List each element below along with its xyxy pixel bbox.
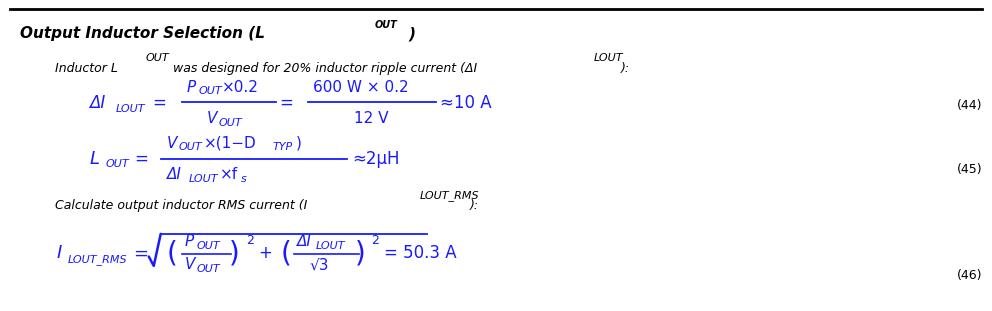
Text: ):: ): xyxy=(621,62,630,75)
Text: ΔI: ΔI xyxy=(297,234,311,248)
Text: (46): (46) xyxy=(957,269,983,282)
Text: P: P xyxy=(185,234,193,248)
Text: LOUT: LOUT xyxy=(188,174,218,184)
Text: 2: 2 xyxy=(371,234,379,247)
Text: OUT: OUT xyxy=(196,241,220,251)
Text: =: = xyxy=(279,94,293,112)
Text: OUT: OUT xyxy=(179,142,202,152)
Text: ): ) xyxy=(229,239,240,267)
Text: V: V xyxy=(206,111,216,126)
Text: ΔI: ΔI xyxy=(167,167,182,182)
Text: TYP: TYP xyxy=(273,142,293,152)
Text: +: + xyxy=(258,244,272,262)
Text: LOUT: LOUT xyxy=(593,53,623,63)
Text: =: = xyxy=(133,244,148,262)
Text: 2: 2 xyxy=(246,234,254,247)
Text: L: L xyxy=(89,150,99,168)
Text: =: = xyxy=(134,150,148,168)
Text: Output Inductor Selection (L: Output Inductor Selection (L xyxy=(20,26,265,41)
Text: Calculate output inductor RMS current (I: Calculate output inductor RMS current (I xyxy=(55,199,307,212)
Text: OUT: OUT xyxy=(196,264,220,274)
Text: 600 W × 0.2: 600 W × 0.2 xyxy=(313,80,409,95)
Text: LOUT: LOUT xyxy=(315,241,345,251)
Text: P: P xyxy=(186,80,195,95)
Text: (: ( xyxy=(281,239,292,267)
Text: ): ) xyxy=(409,26,416,41)
Text: OUT: OUT xyxy=(146,53,170,63)
Text: ): ) xyxy=(355,239,366,267)
Text: OUT: OUT xyxy=(375,20,398,30)
Text: ΔI: ΔI xyxy=(89,94,105,112)
Text: LOUT_RMS: LOUT_RMS xyxy=(420,190,479,201)
Text: V: V xyxy=(167,136,177,151)
Text: (: ( xyxy=(167,239,178,267)
Text: I: I xyxy=(57,244,62,262)
Text: was designed for 20% inductor ripple current (ΔI: was designed for 20% inductor ripple cur… xyxy=(169,62,477,75)
Text: V: V xyxy=(185,258,194,272)
Text: =: = xyxy=(152,94,166,112)
Text: ×(1−D: ×(1−D xyxy=(204,136,257,151)
Text: 12 V: 12 V xyxy=(354,111,389,126)
Text: (45): (45) xyxy=(957,163,983,176)
Text: = 50.3 A: = 50.3 A xyxy=(384,244,456,262)
Text: OUT: OUT xyxy=(105,159,129,169)
Text: ≈2μH: ≈2μH xyxy=(352,150,400,168)
Text: Inductor L: Inductor L xyxy=(55,62,117,75)
Text: ×f: ×f xyxy=(220,167,238,182)
Text: ):: ): xyxy=(470,199,479,212)
Text: ): ) xyxy=(296,136,302,151)
Text: ×0.2: ×0.2 xyxy=(222,80,259,95)
Text: OUT: OUT xyxy=(218,118,242,128)
Text: LOUT_RMS: LOUT_RMS xyxy=(67,254,127,266)
Text: OUT: OUT xyxy=(198,86,222,96)
Text: LOUT: LOUT xyxy=(116,104,146,114)
Text: ≈10 A: ≈10 A xyxy=(440,94,492,112)
Text: (44): (44) xyxy=(957,99,983,112)
Text: √3: √3 xyxy=(310,258,329,272)
Text: s: s xyxy=(241,174,247,184)
